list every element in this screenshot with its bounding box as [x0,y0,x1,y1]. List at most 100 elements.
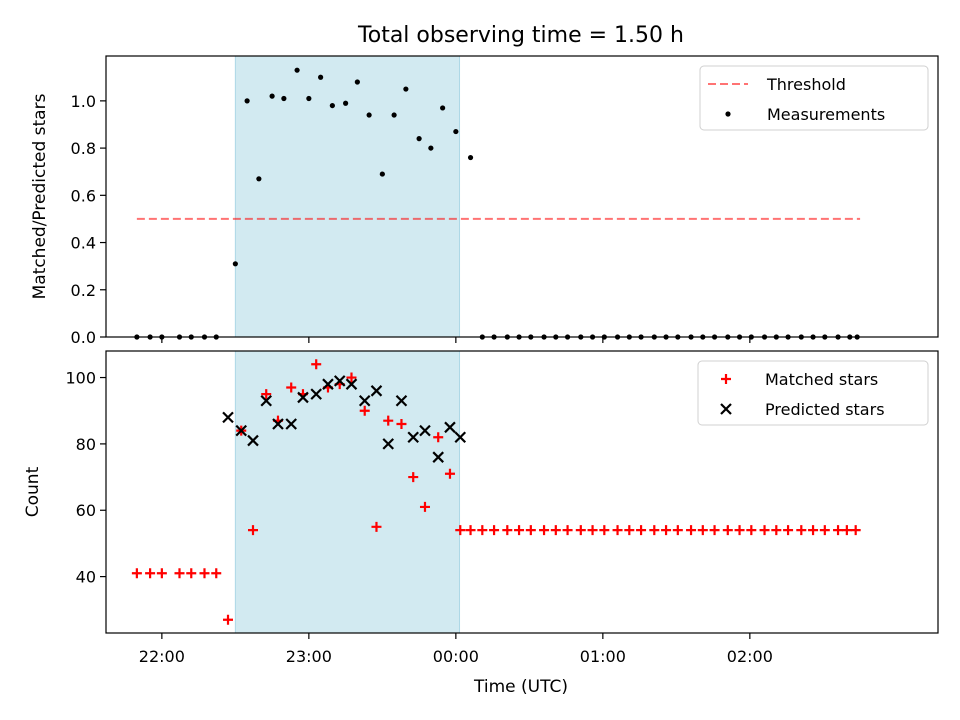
predicted-star-point [310,388,322,400]
legend-label: Predicted stars [765,400,885,419]
y-tick-label: 0.2 [71,281,96,300]
legend-frame [697,360,929,426]
predicted-star-point [297,391,309,404]
matched-star-point [819,525,830,536]
legend-label: Measurements [767,105,885,124]
matched-star-point [525,525,536,536]
y-axis-label: Matched/Predicted stars [30,93,50,299]
legend-measurement-swatch [725,111,731,117]
matched-star-point [550,525,561,536]
measurement-point [366,112,372,118]
y-tick-label: 1.0 [71,92,96,111]
measurement-point [453,128,459,135]
predicted-star-point [358,394,371,407]
y-tick-label: 100 [65,369,96,388]
matched-star-point [396,418,407,429]
legend-label: Threshold [766,75,846,94]
matched-star-point [562,525,573,536]
predicted-star-point [247,434,259,447]
matched-star-point [346,372,357,383]
x-tick-label: 01:00 [580,647,626,666]
legend-label: Matched stars [765,370,878,389]
observing-window-shade [234,55,461,338]
matched-star-point [371,521,382,532]
predicted-star-point [444,421,456,434]
matched-star-point [433,432,444,443]
matched-star-point [383,415,394,426]
matched-star-point [636,525,647,536]
matched-star-point [174,568,185,579]
matched-star-point [783,525,794,536]
measurement-point [416,136,422,142]
legend: Threshold Measurements [699,65,929,131]
matched-star-point [841,525,852,536]
matched-star-point [709,525,720,536]
matched-star-point [156,568,167,579]
matched-star-point [502,525,513,536]
matched-star-point [808,525,819,536]
matched-star-point [477,525,488,536]
predicted-star-point [432,451,444,463]
y-tick-label: 40 [76,568,96,587]
matched-star-point [186,568,197,579]
predicted-star-point [222,411,234,424]
matched-star-point [145,568,156,579]
predicted-star-point [272,418,284,430]
matched-star-point [311,359,322,370]
measurement-point [318,74,324,80]
matched-star-point [771,525,782,536]
y-tick-label: 0.4 [71,234,96,253]
x-tick-label: 02:00 [727,647,773,666]
matched-star-point [686,525,697,536]
matched-star-point [514,525,525,536]
matched-star-point [211,568,222,579]
matched-star-point [697,525,708,536]
matched-star-point [444,468,455,479]
measurement-point [294,67,300,73]
top-panel: 0.0 0.2 0.4 0.6 0.8 1.0 Matched/Predicted star… [30,55,939,347]
matched-star-point [539,525,550,536]
matched-star-point [734,525,745,536]
measurement-point [269,93,275,99]
measurement-point [467,154,474,161]
predicted-star-point [285,418,297,430]
legend: Matched stars Predicted stars [697,360,929,426]
matched-star-point [833,525,844,536]
predicted-star-point [370,385,383,397]
measurement-point [354,79,360,85]
matched-star-point [722,525,733,536]
matched-star-point [455,525,466,536]
matched-star-point [796,525,807,536]
legend-predicted-swatch [720,403,732,415]
predicted-star-point [454,431,467,444]
measurement-point [403,86,409,92]
predicted-star-point [322,378,334,390]
matched-star-point [850,525,861,536]
measurement-point [281,95,287,102]
matched-star-point [672,525,683,536]
measurement-point [428,145,434,151]
legend-frame [699,65,929,131]
predicted-star-point [395,394,408,407]
matched-star-point [408,472,419,483]
measurement-point [440,105,446,111]
matched-star-point [261,389,272,400]
matched-star-point [465,525,476,536]
matched-star-point [575,525,586,536]
x-axis-label: Time (UTC) [473,677,568,697]
x-tick-label: 23:00 [286,647,332,666]
bottom-panel: 40 60 80 100 22:00 23:00 00:00 01:00 02:00 Count M… [23,350,939,666]
matched-star-point [419,501,430,512]
y-tick-label: 0.6 [71,186,96,205]
measurement-point [244,98,250,104]
predicted-star-point [235,424,248,437]
predicted-star-point [333,375,346,387]
matched-star-point [612,525,623,536]
y-axis-label: Count [23,466,43,517]
predicted-star-point [260,394,273,407]
y-tick-label: 80 [76,435,96,454]
x-tick-label: 00:00 [433,647,479,666]
measurement-point [391,112,397,118]
matched-star-point [489,525,500,536]
